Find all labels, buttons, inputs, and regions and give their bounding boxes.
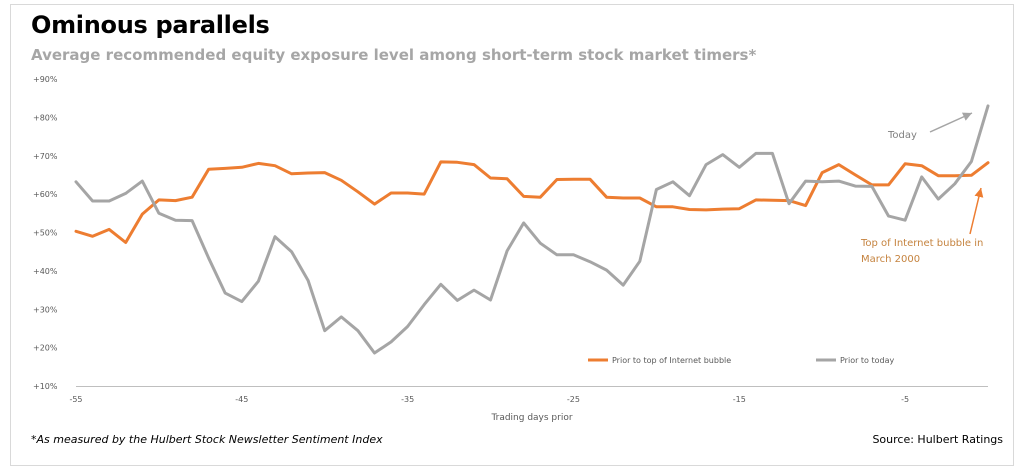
y-tick-label: +10% xyxy=(33,382,58,391)
chart-title: Ominous parallels xyxy=(31,11,270,39)
annotation-bubble-line-2: March 2000 xyxy=(861,254,920,265)
annotation-bubble-line-1: Top of Internet bubble in xyxy=(860,238,983,249)
annotation-bubble-arrow xyxy=(969,187,984,235)
y-axis: +10% +20% +30% +40% +50% +60% +70% +80% +90% xyxy=(33,75,58,391)
x-tick-label: -5 xyxy=(901,395,909,404)
x-tick-label: -45 xyxy=(235,395,248,404)
x-tick-label: -35 xyxy=(401,395,414,404)
y-tick-label: +80% xyxy=(33,113,58,122)
series-line-bubble xyxy=(74,160,990,244)
x-tick-label: -25 xyxy=(567,395,580,404)
source-credit: Source: Hulbert Ratings xyxy=(872,433,1003,446)
y-tick-label: +50% xyxy=(33,229,58,238)
y-tick-label: +60% xyxy=(33,190,58,199)
chart-frame xyxy=(10,4,1014,466)
y-tick-label: +20% xyxy=(33,344,58,353)
y-tick-label: +40% xyxy=(33,267,58,276)
x-axis-label: Trading days prior xyxy=(490,413,572,423)
legend-label-today: Prior to today xyxy=(840,356,895,365)
annotation-today: Today xyxy=(887,112,973,141)
y-tick-label: +90% xyxy=(33,75,58,84)
annotation-bubble-top: Top of Internet bubble in March 2000 xyxy=(860,187,984,265)
y-tick-label: +70% xyxy=(33,152,58,161)
annotation-today-label: Today xyxy=(887,130,917,141)
legend: Prior to top of Internet bubble Prior to… xyxy=(588,356,895,365)
series-line-today xyxy=(74,104,990,355)
x-axis: -55 -45 -35 -25 -15 -5 xyxy=(69,386,988,404)
x-tick-label: -55 xyxy=(69,395,82,404)
y-tick-label: +30% xyxy=(33,305,58,314)
annotation-today-arrow xyxy=(929,112,973,133)
footnote: *As measured by the Hulbert Stock Newsle… xyxy=(31,433,383,446)
legend-label-bubble: Prior to top of Internet bubble xyxy=(612,356,731,365)
chart-subtitle: Average recommended equity exposure leve… xyxy=(31,46,757,64)
series-layer xyxy=(74,104,990,355)
x-tick-label: -15 xyxy=(733,395,746,404)
